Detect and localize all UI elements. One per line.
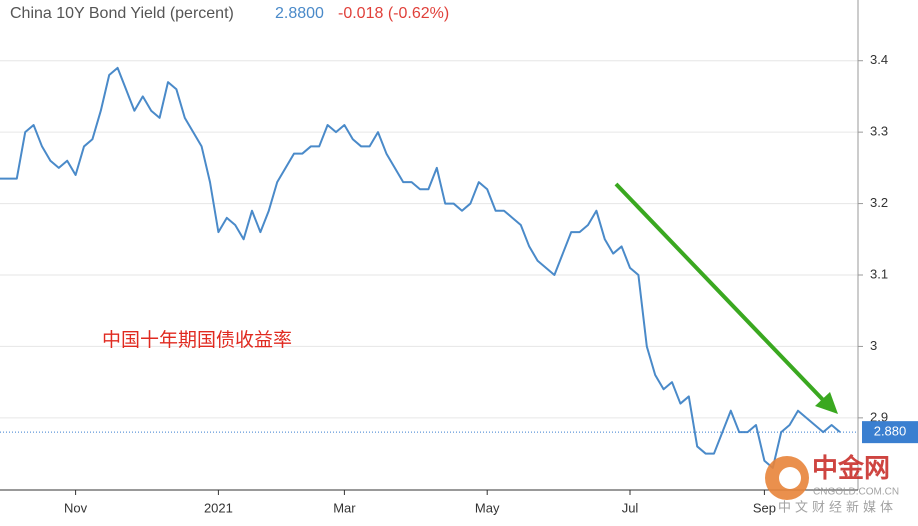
price-label: 2.880 <box>874 424 907 439</box>
x-tick-label: May <box>475 500 500 515</box>
watermark-name: 中金网 <box>812 453 890 483</box>
chart-title: China 10Y Bond Yield (percent) <box>10 5 234 22</box>
change: -0.018 (-0.62%) <box>338 5 449 22</box>
x-tick-label: 2021 <box>204 500 233 515</box>
y-tick-label: 3.3 <box>870 124 888 139</box>
logo <box>779 467 801 489</box>
annotation: 中国十年期国债收益率 <box>102 329 292 351</box>
watermark: 中金网 CNGOLD.COM.CN 中文财经新媒体 <box>765 453 899 514</box>
x-tick-label: Sep <box>753 500 776 515</box>
price: 2.8800 <box>275 5 324 22</box>
line <box>0 66 841 469</box>
y-tick-label: 3.2 <box>870 195 888 210</box>
x-tick-label: Jul <box>622 500 639 515</box>
y-tick-label: 3.4 <box>870 52 888 67</box>
x-tick-label: Mar <box>333 500 356 515</box>
x-tick-label: Nov <box>64 500 88 515</box>
arrow <box>614 182 828 405</box>
arrow-head <box>815 392 838 414</box>
watermark-tagline: 中文财经新媒体 <box>778 499 897 514</box>
y-tick-label: 2.9 <box>870 409 888 424</box>
watermark-url: CNGOLD.COM.CN <box>813 487 899 498</box>
y-tick-label: 3 <box>870 338 877 353</box>
y-tick-label: 3.1 <box>870 266 888 281</box>
price-label-box <box>862 421 918 444</box>
